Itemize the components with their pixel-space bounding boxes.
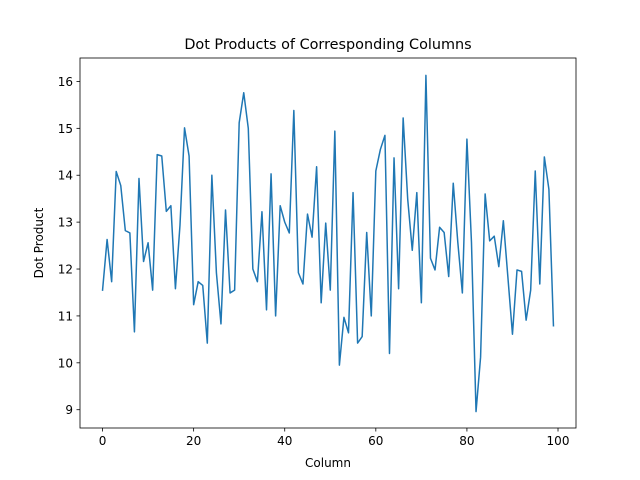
data-points <box>102 75 554 412</box>
x-tick-label: 20 <box>186 434 201 448</box>
y-tick-label: 14 <box>58 169 73 183</box>
x-tick-label: 40 <box>277 434 292 448</box>
series-line <box>101 74 555 413</box>
plot-frame <box>79 57 577 429</box>
x-tick-label: 100 <box>547 434 570 448</box>
y-tick-label: 16 <box>58 75 73 89</box>
chart-title: Dot Products of Corresponding Columns <box>184 37 471 53</box>
y-tick-label: 13 <box>58 216 73 230</box>
y-tick-label: 15 <box>58 122 73 136</box>
x-tick-label: 60 <box>368 434 383 448</box>
y-tick-label: 11 <box>58 309 73 323</box>
x-tick-label: 0 <box>99 434 107 448</box>
y-tick-label: 10 <box>58 356 73 370</box>
x-tick-label: 80 <box>459 434 474 448</box>
y-axis-label: Dot Product <box>32 207 46 278</box>
plot-area <box>80 58 576 428</box>
y-tick-label: 9 <box>65 403 73 417</box>
axis-ticks: 0 20 40 60 80 100 9 10 11 12 13 14 15 16 <box>58 75 570 448</box>
y-tick-label: 12 <box>58 263 73 277</box>
x-axis-label: Column <box>305 456 351 470</box>
